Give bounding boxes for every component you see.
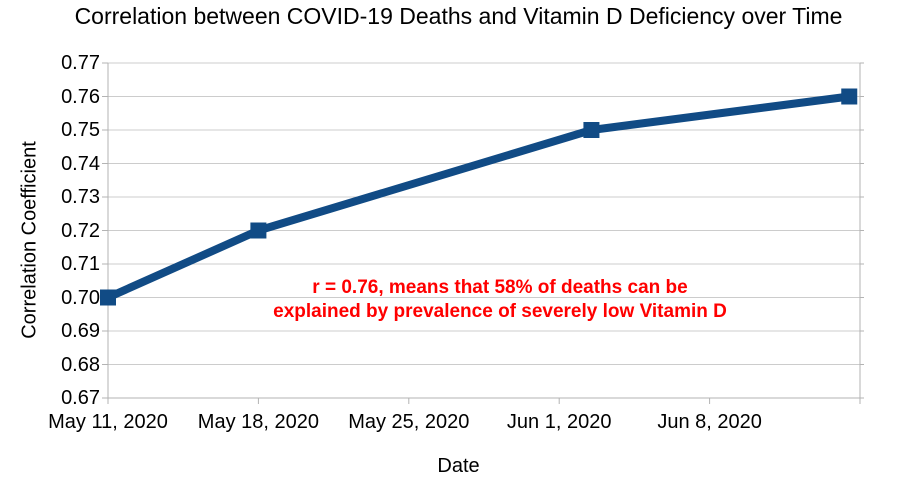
y-tick-label: 0.74 — [61, 152, 100, 175]
series-line — [106, 92, 850, 302]
data-point-marker — [100, 289, 116, 306]
annotation-line: explained by prevalence of severely low … — [273, 301, 727, 322]
x-tick-label: May 11, 2020 — [48, 411, 168, 433]
annotation-line: r = 0.76, means that 58% of deaths can b… — [312, 277, 688, 298]
y-axis-title: Correlation Coefficient — [18, 141, 41, 339]
y-tick-label: 0.75 — [61, 119, 100, 141]
data-point-marker — [841, 88, 858, 105]
y-tick-label: 0.77 — [61, 52, 100, 74]
x-tick-label: Jun 8, 2020 — [657, 411, 762, 433]
data-point-marker — [250, 222, 267, 239]
y-tick-label: 0.71 — [61, 253, 100, 275]
y-tick-label: 0.72 — [61, 219, 100, 242]
x-tick-label: May 18, 2020 — [197, 411, 319, 433]
y-tick-label: 0.73 — [61, 186, 100, 208]
y-tick-label: 0.69 — [61, 320, 100, 342]
annotation: r = 0.76, means that 58% of deaths can b… — [150, 276, 850, 324]
y-tick-label: 0.68 — [61, 353, 100, 376]
x-tick-label: Jun 1, 2020 — [506, 411, 612, 433]
data-point-marker — [583, 122, 600, 138]
y-tick-label: 0.76 — [61, 85, 100, 108]
x-tick-label: May 25, 2020 — [348, 411, 470, 433]
y-tick-label: 0.67 — [61, 387, 100, 409]
chart-title: Correlation between COVID-19 Deaths and … — [74, 3, 843, 29]
y-tick-label: 0.70 — [61, 286, 100, 309]
x-axis-title: Date — [437, 455, 480, 477]
